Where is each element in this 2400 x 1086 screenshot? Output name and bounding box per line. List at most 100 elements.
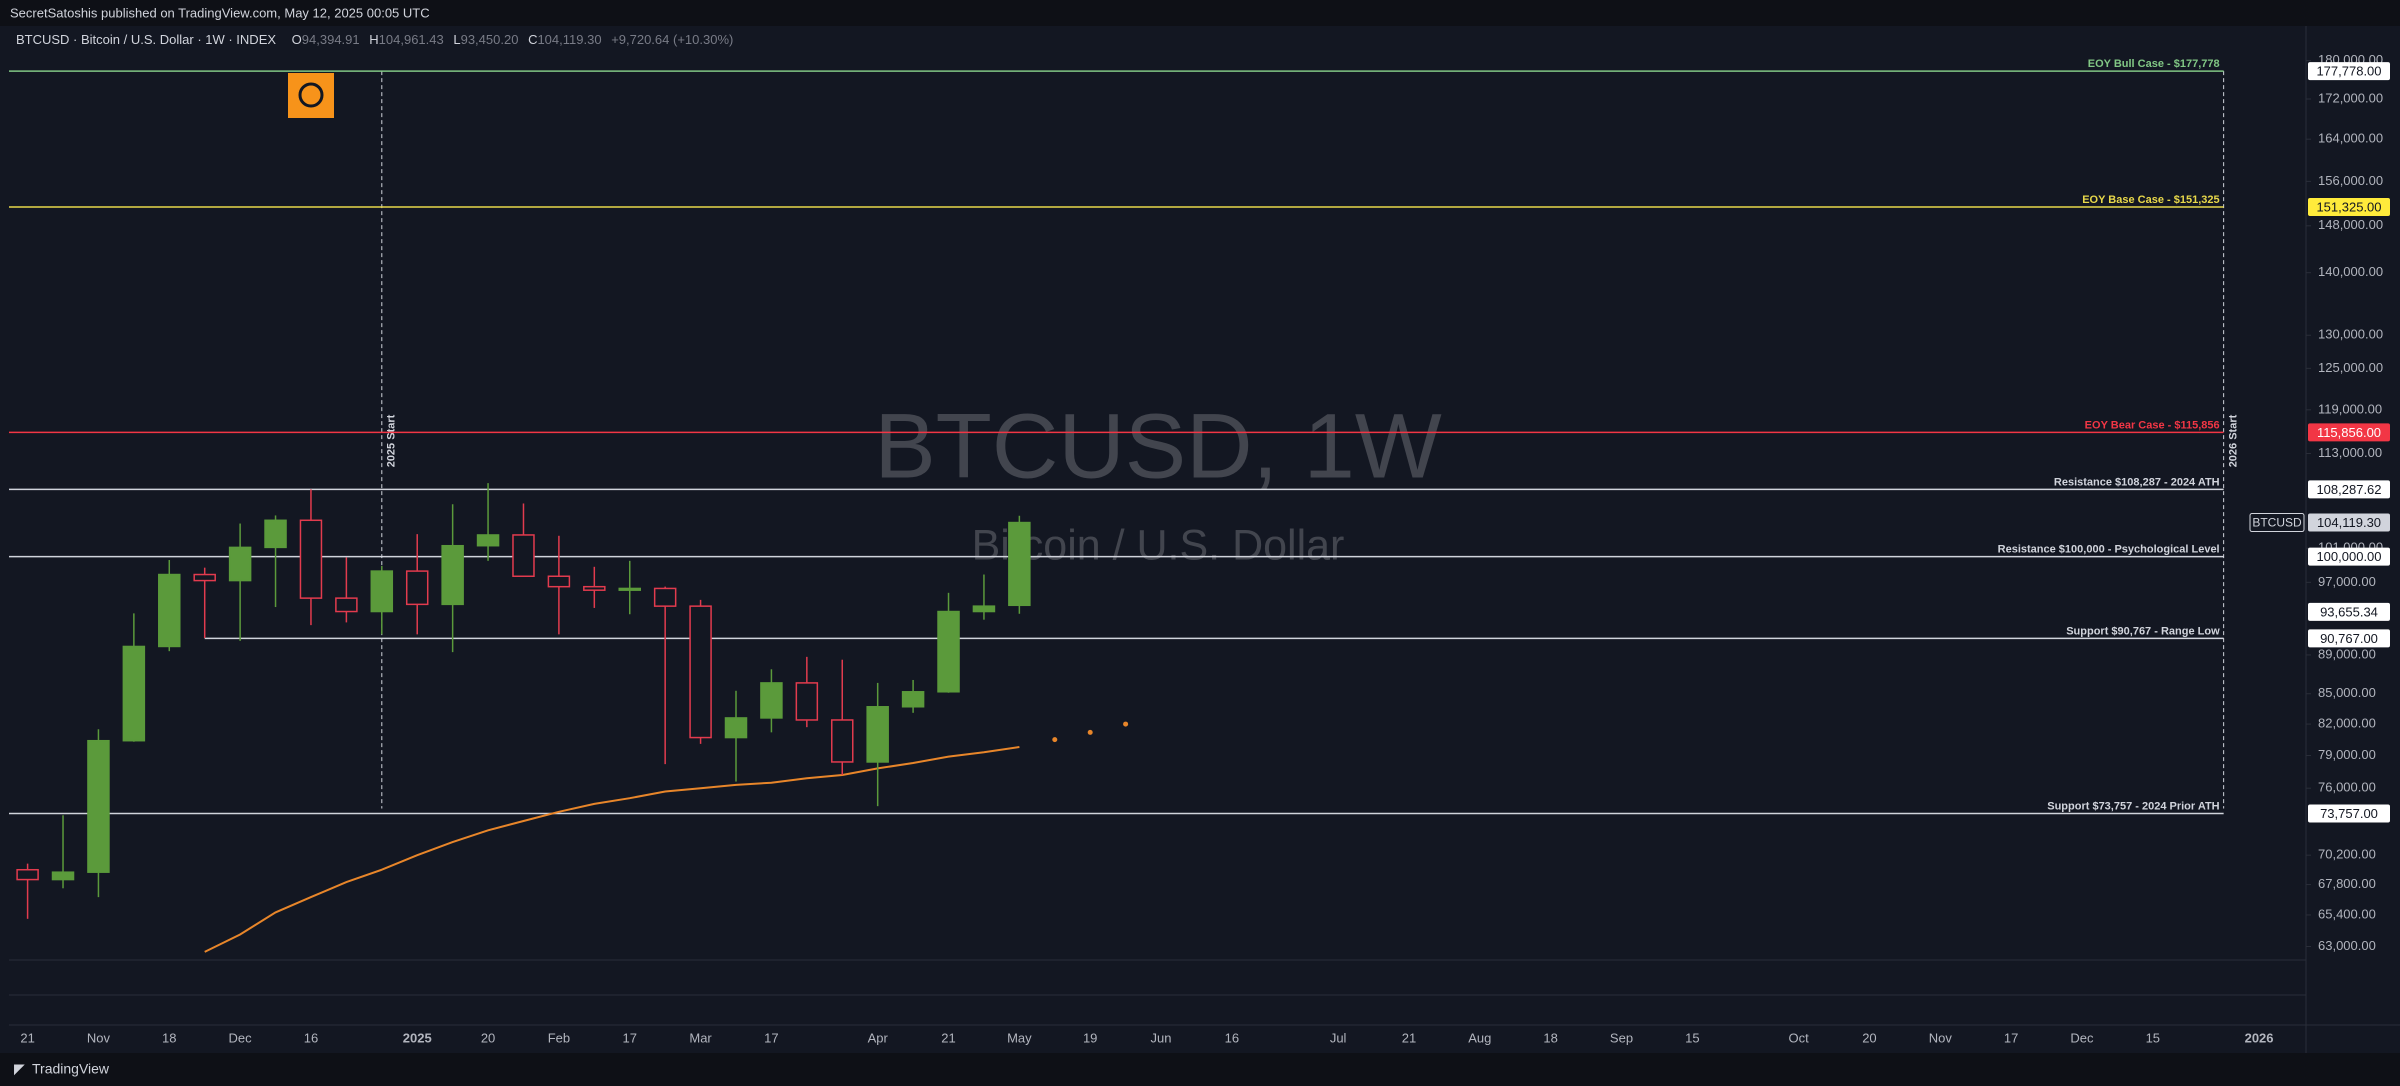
candle-body [122, 645, 146, 742]
level-tag [2308, 62, 2390, 81]
x-tick-label: 20 [1862, 1030, 1876, 1045]
header: BTCUSD · Bitcoin / U.S. Dollar · 1W · IN… [16, 32, 733, 47]
level-tag [2308, 547, 2390, 566]
x-tick-label: Oct [1788, 1030, 1809, 1045]
x-tick-label: 2026 [2245, 1030, 2274, 1045]
candle-body [795, 682, 819, 721]
level-label: EOY Bull Case - $177,778 [2088, 58, 2220, 70]
candle-body [689, 605, 712, 739]
candle-body [228, 546, 252, 582]
price-tag-symbol: BTCUSD [2252, 516, 2302, 530]
ohlc-key: C [528, 32, 537, 47]
candle-body [972, 605, 996, 613]
candle-body [16, 868, 39, 881]
level-tag-label: 177,778.00 [2316, 64, 2381, 79]
ohlc-value: 94,394.91 [302, 32, 360, 47]
level-label: Resistance $108,287 - 2024 ATH [2054, 476, 2220, 488]
candle-body [618, 587, 641, 591]
x-tick-label: 17 [2004, 1030, 2018, 1045]
moving-average [204, 746, 1020, 953]
price-tag [2308, 513, 2390, 532]
x-tick-label: 20 [481, 1030, 495, 1045]
x-tick-label: Nov [87, 1030, 111, 1045]
level-tag-label: 151,325.00 [2316, 199, 2381, 214]
price-tag [2308, 602, 2390, 621]
level-tag [2308, 480, 2390, 499]
x-tick-label: Dec [229, 1030, 253, 1045]
x-tick-label: Dec [2070, 1030, 2094, 1045]
y-tick-label: 63,000.00 [2318, 938, 2376, 953]
candle-body [193, 573, 216, 582]
candle-body [512, 534, 535, 578]
y-tick-label: 79,000.00 [2318, 747, 2376, 762]
level-tag-label: 90,767.00 [2320, 631, 2378, 646]
footer-bar [0, 1053, 2400, 1086]
y-tick-label: 113,000.00 [2318, 445, 2382, 460]
x-tick-label: 18 [1543, 1030, 1557, 1045]
candle-body [51, 871, 75, 881]
candle-body [441, 544, 464, 606]
x-tick-label: 16 [1225, 1030, 1239, 1045]
level-label: EOY Bear Case - $115,856 [2085, 419, 2220, 431]
x-tick-label: 17 [623, 1030, 637, 1045]
x-tick-label: 15 [2146, 1030, 2160, 1045]
logo-glyph [298, 82, 324, 108]
ohlc-value: 104,961.43 [379, 32, 444, 47]
level-tag-label: 115,856.00 [2317, 425, 2381, 440]
candle-body [831, 719, 854, 763]
projection-point [1052, 737, 1058, 743]
y-tick-label: 76,000.00 [2318, 780, 2376, 795]
level-tag-label: 108,287.62 [2316, 482, 2381, 497]
candle-body [158, 573, 181, 648]
x-tick-label: Apr [868, 1030, 889, 1045]
symbol: BTCUSD · Bitcoin / U.S. Dollar · 1W · IN… [16, 32, 276, 47]
y-tick-label: 82,000.00 [2318, 716, 2376, 731]
projection-point [1123, 721, 1129, 727]
level-label: Resistance $100,000 - Psychological Leve… [1998, 544, 2220, 556]
candle-body [264, 519, 287, 549]
brand-mark: ◤ [14, 1061, 25, 1077]
x-tick-label: Sep [1610, 1030, 1633, 1045]
candle-body [653, 587, 677, 607]
level-tag [2308, 804, 2390, 823]
level-tag [2308, 198, 2390, 217]
y-tick-label: 65,400.00 [2318, 906, 2376, 921]
x-tick-label: 18 [162, 1030, 176, 1045]
logo [288, 73, 334, 118]
watermark-title: BTCUSD, 1W [874, 395, 1442, 497]
level-label: Support $90,767 - Range Low [2066, 625, 2220, 637]
y-tick-label: 172,000.00 [2318, 90, 2383, 105]
candle-body [866, 706, 889, 763]
x-tick-label: Aug [1468, 1030, 1491, 1045]
level-tag-label: 73,757.00 [2320, 806, 2378, 821]
candle-body [724, 717, 748, 739]
candle-body [299, 519, 323, 599]
candle-body [370, 570, 394, 613]
x-tick-label: 2025 [403, 1030, 432, 1045]
x-tick-label: May [1007, 1030, 1032, 1045]
x-tick-label: Jul [1330, 1030, 1347, 1045]
period-marker-label: 2026 Start [2228, 414, 2240, 467]
projection-point [1087, 729, 1093, 735]
x-tick-label: 17 [764, 1030, 778, 1045]
candle-body [937, 610, 960, 693]
top-bar [0, 0, 2400, 26]
candle-body [476, 534, 500, 547]
x-tick-label: Feb [548, 1030, 570, 1045]
x-tick-label: 16 [304, 1030, 318, 1045]
candle-body [87, 739, 110, 873]
candle-body [547, 575, 571, 588]
footer-brand: TradingView [32, 1061, 110, 1077]
y-tick-label: 125,000.00 [2318, 360, 2383, 375]
watermark-subtitle: Bitcoin / U.S. Dollar [972, 521, 1345, 569]
y-tick-label: 148,000.00 [2318, 217, 2383, 232]
ohlc-key: L [453, 32, 460, 47]
level-label: Support $73,757 - 2024 Prior ATH [2047, 800, 2219, 812]
y-tick-label: 89,000.00 [2318, 646, 2376, 661]
x-tick-label: Jun [1151, 1030, 1172, 1045]
x-tick-label: 15 [1685, 1030, 1699, 1045]
candle-body [405, 570, 429, 606]
candle-body [901, 691, 925, 708]
ohlc-key: O [292, 32, 302, 47]
price-tag-label: 104,119.30 [2317, 515, 2381, 530]
